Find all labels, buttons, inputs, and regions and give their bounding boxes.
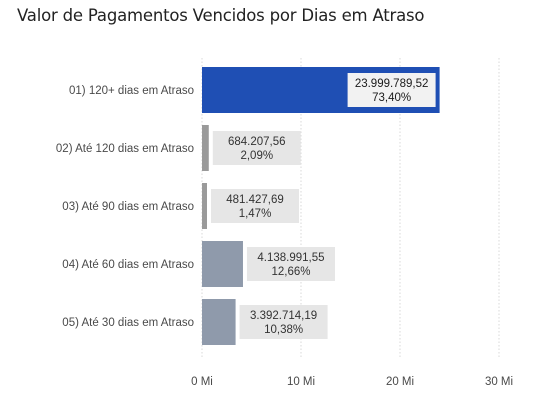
data-label-box [246,247,335,281]
x-tick-label: 30 Mi [485,376,513,388]
percent-label: 10,38% [264,324,303,336]
value-label: 23.999.789,52 [355,78,429,90]
category-label: 03) Até 90 dias em Atraso [62,201,194,213]
data-labels: 23.999.789,52 73,40% 684.207,56 2,09% 481.42… [211,73,436,339]
bar[interactable] [202,299,236,345]
category-label: 02) Até 120 dias em Atraso [56,143,194,155]
bars [202,67,440,345]
x-tick-label: 10 Mi [287,376,315,388]
x-tick-label: 0 Mi [191,376,213,388]
bar[interactable] [202,241,243,287]
value-label: 481.427,69 [226,194,284,206]
value-label: 684.207,56 [228,136,286,148]
value-label: 4.138.991,55 [257,252,324,264]
x-tick-label: 20 Mi [386,376,414,388]
percent-label: 12,66% [271,266,310,278]
value-label: 3.392.714,19 [250,310,317,322]
data-label-box [212,131,301,165]
category-labels: 01) 120+ dias em Atraso 02) Até 120 dias … [56,85,194,329]
data-label-box [347,73,436,107]
x-axis-ticks: 0 Mi 10 Mi 20 Mi 30 Mi [191,376,513,388]
chart-title: Valor de Pagamentos Vencidos por Dias em… [17,6,425,25]
bar[interactable] [202,125,209,171]
category-label: 05) Até 30 dias em Atraso [62,317,194,329]
data-label-box [239,305,328,339]
category-label: 01) 120+ dias em Atraso [69,85,194,97]
percent-label: 1,47% [239,208,272,220]
bar[interactable] [202,183,207,229]
data-label-box [211,189,299,223]
percent-label: 73,40% [372,92,411,104]
percent-label: 2,09% [240,150,273,162]
category-label: 04) Até 60 dias em Atraso [62,259,194,271]
